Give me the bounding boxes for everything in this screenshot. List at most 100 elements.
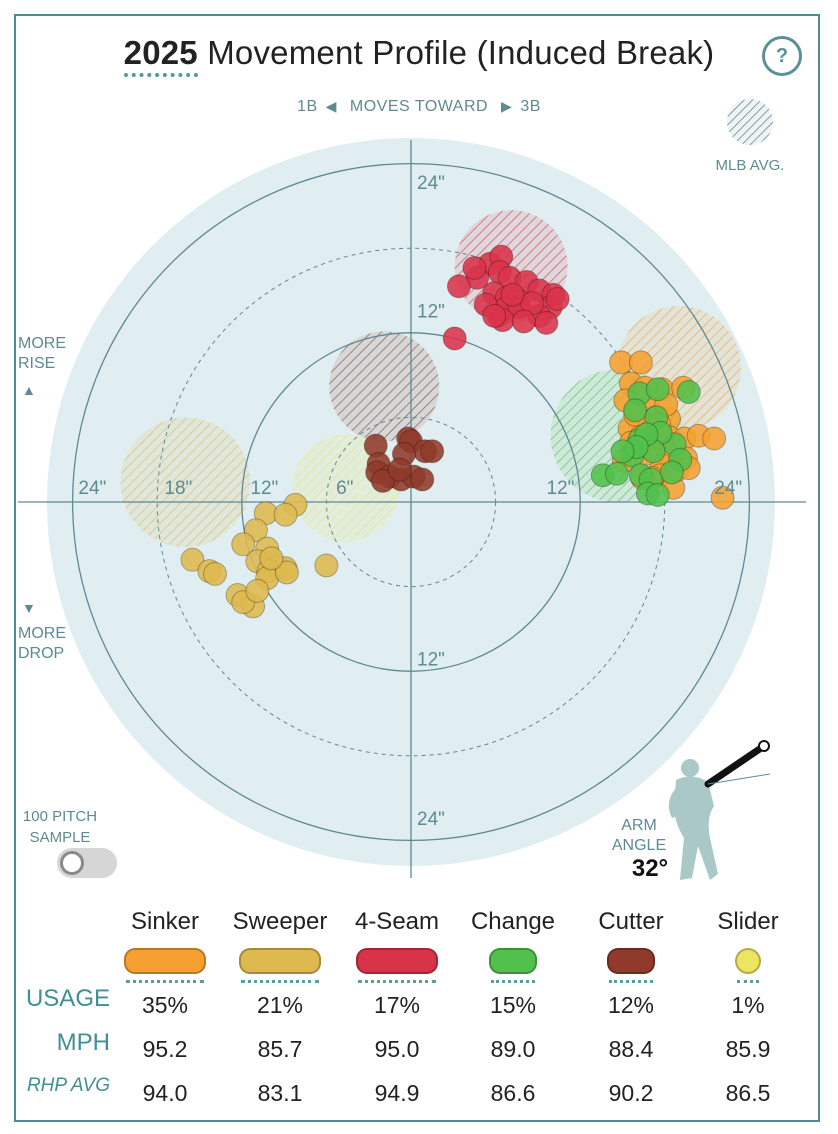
pitch-underline [737,978,759,983]
pitch-underline [241,978,319,983]
pitch-rhp-avg: 90.2 [608,1080,654,1106]
pitch-rhp-avg: 94.0 [142,1080,188,1106]
more-rise-line1: MORE [18,335,66,352]
pitch-column-change[interactable]: Change 15% 89.0 86.6 [453,908,573,1115]
mlb-avg-cutter [329,331,440,442]
arm-angle-line2: ANGLE [611,837,667,854]
dir-left-label: 1B [297,98,318,115]
pitch-rhp-avg: 83.1 [257,1080,303,1106]
tick-left-12: 12" [250,478,278,499]
sample-label-line1: 100 PITCH [22,808,98,825]
pitch-underline [358,978,436,983]
pitch-point-4-seam [500,282,525,307]
sample-toggle[interactable] [57,848,117,878]
pitch-point-change [645,377,670,402]
pitch-mph: 95.0 [374,1036,420,1062]
pitch-point-sinker [702,426,727,451]
tick-top-24: 24" [417,173,445,194]
pitch-point-4-seam [534,310,559,335]
pitch-point-sweeper [180,547,205,572]
tick-right-12: 12" [547,478,575,499]
pitch-color-swatch [239,948,321,974]
pitch-usage: 35% [141,992,189,1018]
tick-right-24: 24" [714,478,742,499]
sample-label-line2: SAMPLE [29,829,91,846]
pitch-point-sweeper [203,561,228,586]
pitch-point-4-seam [442,326,467,351]
pitch-point-sinker [628,350,653,375]
pitch-name: 4-Seam [354,908,440,935]
pitch-usage: 21% [256,992,304,1018]
pitch-point-sweeper [259,546,284,571]
pitch-color-swatch [124,948,206,974]
pitch-point-4-seam [462,255,487,280]
usage-row-label: USAGE [25,985,110,1012]
direction-label: 1B ◀ MOVES TOWARD ▶ 3B [0,98,838,116]
pitch-color-swatch [607,948,655,974]
pitch-mph: 88.4 [608,1036,654,1062]
arrow-left-icon: ◀ [325,98,337,114]
mph-row-label: MPH [56,1029,110,1056]
pitch-point-sweeper [231,532,256,557]
pitch-point-change [659,460,684,485]
pitch-mph: 85.7 [257,1036,303,1062]
pitch-point-cutter [410,467,435,492]
pitch-rhp-avg: 86.6 [490,1080,536,1106]
pitch-column-4-seam[interactable]: 4-Seam 17% 95.0 94.9 [337,908,457,1115]
pitch-point-4-seam [482,303,507,328]
title-year: 2025 [123,34,198,77]
more-drop-line1: MORE [18,625,66,642]
pitch-point-sinker [710,485,735,510]
pitch-point-cutter [387,457,412,482]
pitch-point-4-seam [511,309,536,334]
tick-bottom-12: 12" [417,650,445,671]
pitch-name: Change [470,908,556,935]
pitch-underline [126,978,204,983]
more-rise-label: MORE RISE ▲ [18,334,66,400]
more-drop-line2: DROP [18,645,65,662]
pitch-point-sweeper [273,502,298,527]
pitch-usage: 12% [607,992,655,1018]
movement-plot: 24" 12" 12" 24" 24" 18" 12" 6" 12" 24" [18,138,806,878]
pitch-name: Sinker [130,908,200,935]
pitch-point-change [610,439,635,464]
pitch-point-sweeper [274,560,299,585]
arm-angle-line1: ARM [621,817,657,834]
help-icon[interactable]: ? [762,36,802,76]
pitch-point-cutter [420,439,445,464]
pitch-usage: 1% [731,992,765,1018]
pitch-mph: 85.9 [725,1036,771,1062]
pitch-usage: 15% [489,992,537,1018]
pitch-column-sweeper[interactable]: Sweeper 21% 85.7 83.1 [220,908,340,1115]
pitch-underline [609,978,653,983]
pitch-point-change [645,482,670,507]
pitch-usage: 17% [373,992,421,1018]
arrow-down-icon: ▼ [22,600,36,616]
tick-bottom-24: 24" [417,809,445,830]
more-rise-line2: RISE [18,355,56,372]
mlb-avg-sweeper [120,417,251,548]
tick-left-6: 6" [336,478,353,499]
pitch-point-change [676,380,701,405]
pitch-column-sinker[interactable]: Sinker 35% 95.2 94.0 [105,908,225,1115]
pitch-mph: 95.2 [142,1036,188,1062]
pitch-underline [491,978,535,983]
arm-angle-value: 32° [631,855,669,882]
pitch-point-change [604,461,629,486]
chart-title: 2025 Movement Profile (Induced Break) [0,34,838,77]
arm-angle-label: ARM ANGLE [604,816,674,856]
arrow-right-icon: ▶ [501,98,513,114]
dir-right-label: 3B [520,98,541,115]
pitch-point-4-seam [545,286,570,311]
mlb-avg-key: MLB AVG. [700,98,800,174]
pitch-column-slider[interactable]: Slider 1% 85.9 86.5 [688,908,808,1115]
tick-left-18: 18" [164,478,192,499]
more-drop-label: ▼ MORE DROP [18,598,66,664]
arrow-up-icon: ▲ [22,382,36,398]
pitch-point-4-seam [446,274,471,299]
dir-middle-label: MOVES TOWARD [349,98,489,115]
pitch-color-swatch [735,948,761,974]
pitch-point-cutter [370,468,395,493]
pitch-column-cutter[interactable]: Cutter 12% 88.4 90.2 [571,908,691,1115]
pitch-mph: 89.0 [490,1036,536,1062]
